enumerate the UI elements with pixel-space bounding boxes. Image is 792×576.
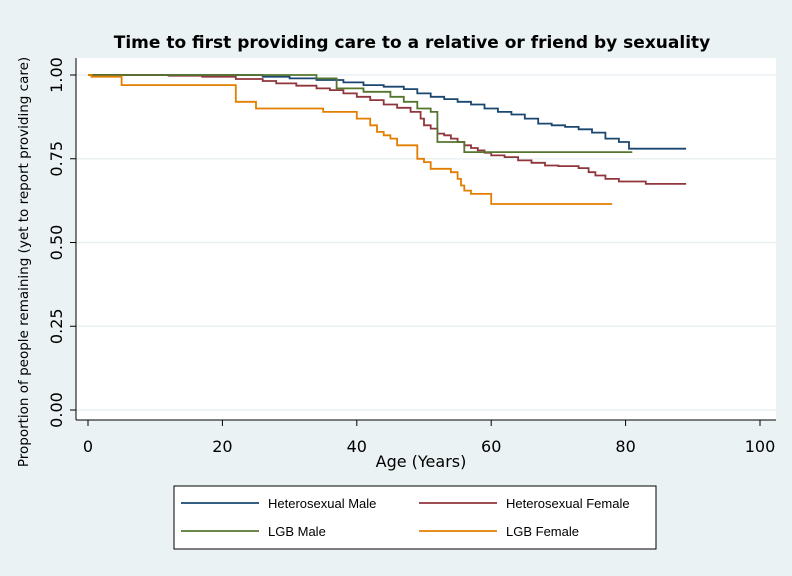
gridlines: [76, 74, 776, 411]
axis-ticks: 0.00 0.25 0.50 0.75 1.00 0 20 40 60 80 100: [47, 57, 775, 456]
y-tick-label: 0.75: [47, 141, 66, 177]
y-tick-label: 0.25: [47, 308, 66, 344]
legend-label: LGB Male: [268, 524, 326, 539]
legend: Heterosexual Male Heterosexual Female LGB …: [173, 485, 657, 550]
x-tick-label: 40: [347, 437, 367, 456]
series-line-heterosexual-male: [88, 74, 687, 150]
x-tick-label: 80: [615, 437, 635, 456]
x-tick-label: 20: [212, 437, 232, 456]
axes: [75, 58, 776, 421]
legend-label: Heterosexual Male: [268, 496, 376, 511]
legend-box: [173, 485, 657, 550]
chart-title: Time to first providing care to a relati…: [114, 33, 711, 53]
x-tick-label: 60: [481, 437, 501, 456]
series-line-heterosexual-female: [88, 74, 687, 185]
legend-label: Heterosexual Female: [506, 496, 630, 511]
series-lines: [88, 74, 687, 205]
plot-area: [76, 58, 776, 420]
x-axis-title: Age (Years): [376, 452, 467, 471]
y-tick-label: 0.50: [47, 225, 66, 261]
x-tick-label: 0: [83, 437, 93, 456]
series-line-lgb-male: [88, 74, 633, 153]
series-line-lgb-female: [88, 74, 613, 205]
y-tick-label: 1.00: [47, 57, 66, 93]
y-tick-label: 0.00: [47, 392, 66, 428]
y-axis-title: Proportion of people remaining (yet to r…: [16, 57, 32, 467]
legend-label: LGB Female: [506, 524, 579, 539]
x-tick-label: 100: [745, 437, 776, 456]
